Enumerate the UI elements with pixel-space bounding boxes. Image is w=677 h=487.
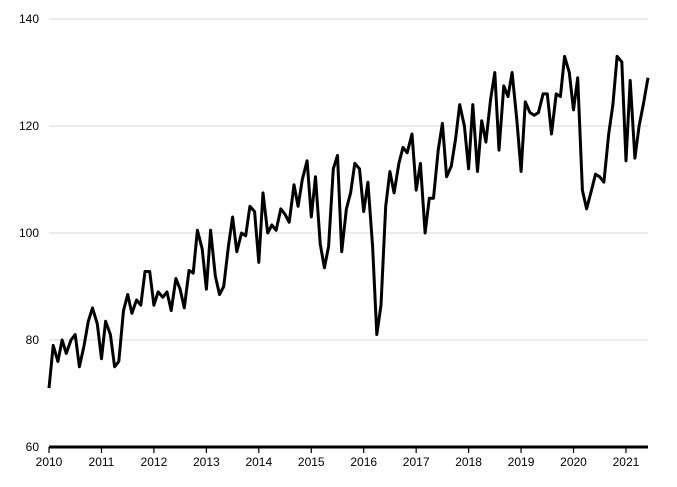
x-tick-label: 2020: [560, 455, 587, 469]
gridlines: [49, 18, 648, 341]
series-layer: [47, 54, 650, 389]
x-axis-tick-labels: 2010 2011 2012 2013 2014 2015 2016 2017 2018 2019…: [36, 455, 640, 469]
x-axis: [48, 445, 648, 453]
x-tick-label: 2015: [298, 455, 325, 469]
y-tick-label: 120: [19, 119, 39, 133]
x-tick-label: 2014: [245, 455, 272, 469]
y-tick-label: 140: [19, 12, 39, 26]
y-tick-label: 60: [26, 440, 40, 454]
x-tick-label: 2019: [508, 455, 535, 469]
x-tick-label: 2012: [141, 455, 168, 469]
x-tick-label: 2013: [193, 455, 220, 469]
x-tick-label: 2018: [455, 455, 482, 469]
y-axis-tick-labels: 60 80 100 120 140: [19, 12, 39, 454]
x-tick-label: 2011: [89, 455, 115, 469]
x-tick-label: 2017: [403, 455, 430, 469]
y-tick-label: 100: [19, 226, 39, 240]
x-tick-label: 2016: [350, 455, 377, 469]
series-line-0: [47, 54, 650, 389]
x-tick-label: 2021: [613, 455, 640, 469]
y-tick-label: 80: [26, 333, 40, 347]
x-tick-label: 2010: [36, 455, 63, 469]
